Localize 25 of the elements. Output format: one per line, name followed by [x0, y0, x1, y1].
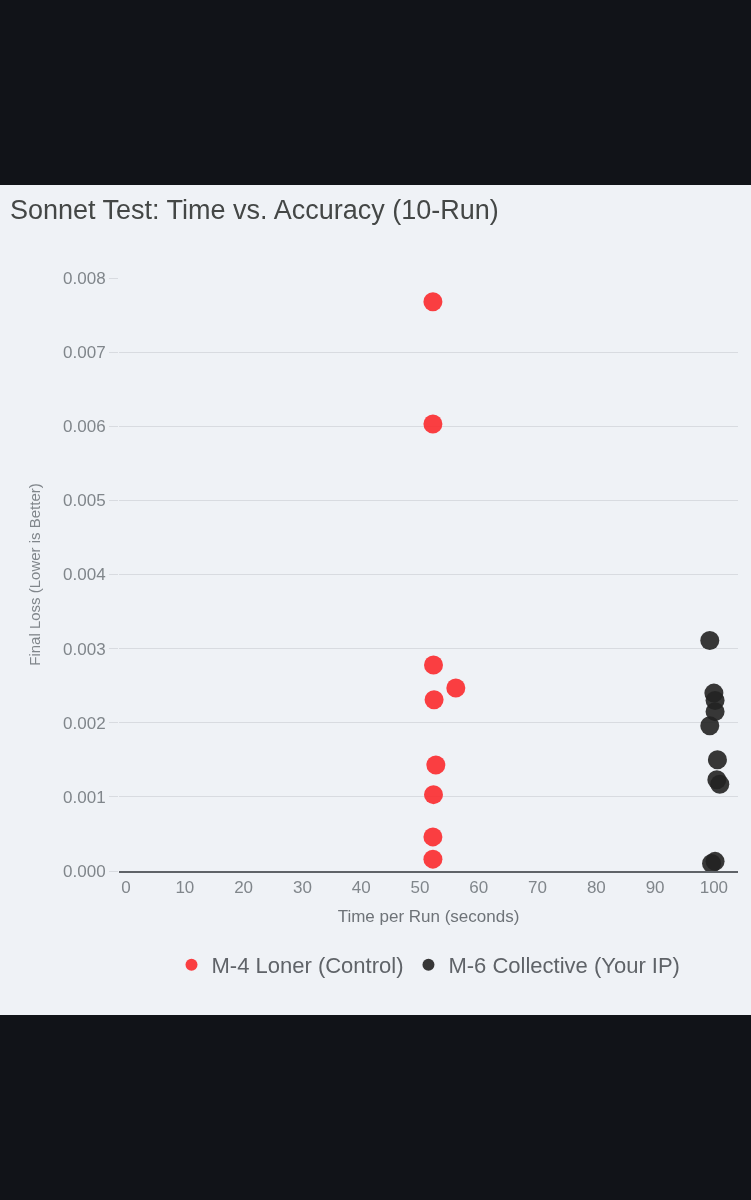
legend-label: M-6 Collective (Your IP) — [448, 953, 680, 979]
legend-label: M-4 Loner (Control) — [211, 953, 404, 979]
y-tick-label: 0.002 — [63, 713, 106, 733]
y-tick-label: 0.006 — [63, 417, 106, 437]
y-tick-label: 0.000 — [63, 861, 106, 881]
y-axis-title: Final Loss (Lower is Better) — [26, 483, 44, 666]
x-tick-label: 80 — [586, 878, 606, 898]
x-tick-label: 70 — [528, 878, 548, 898]
y-tick-label: 0.005 — [63, 491, 106, 511]
y-tick-label: 0.007 — [63, 343, 106, 363]
x-tick-label: 50 — [410, 878, 430, 898]
chart-title: Sonnet Test: Time vs. Accuracy (10-Run) — [10, 195, 499, 226]
x-tick-label: 90 — [645, 878, 665, 898]
y-tick-label: 0.004 — [63, 565, 106, 585]
x-tick-label: 20 — [234, 878, 254, 898]
x-tick-label: 40 — [351, 878, 371, 898]
y-tick-label: 0.003 — [63, 639, 106, 659]
x-tick-label: 100 — [699, 878, 729, 898]
x-tick-label: 30 — [292, 878, 312, 898]
y-tick-label: 0.001 — [63, 787, 106, 807]
x-tick-label: 10 — [175, 878, 195, 898]
x-axis-title: Time per Run (seconds) — [337, 907, 520, 927]
x-tick-label: 60 — [469, 878, 489, 898]
x-tick-label: 0 — [121, 878, 131, 898]
y-tick-label: 0.008 — [63, 268, 106, 288]
